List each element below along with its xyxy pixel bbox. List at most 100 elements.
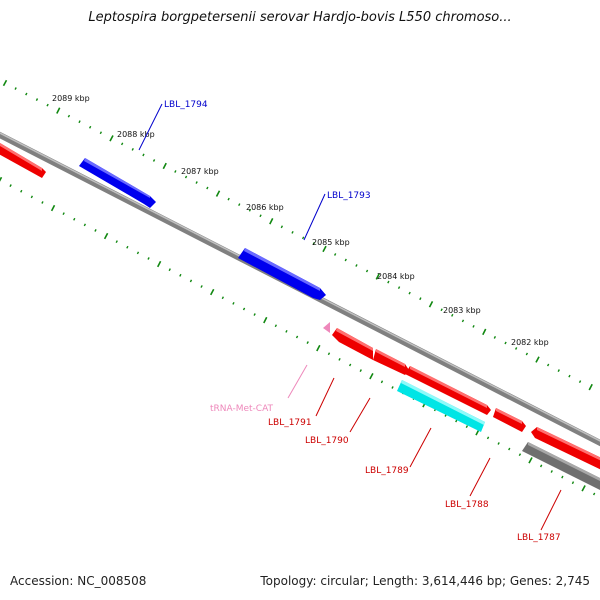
tick-mark xyxy=(365,269,369,273)
tick-mark xyxy=(568,374,571,378)
feature-lbl-1787[interactable] xyxy=(531,427,600,474)
tick-mark xyxy=(227,197,230,201)
label-trna-met-cat: tRNA-Met-CAT xyxy=(210,404,274,414)
feature-lbl-1791[interactable] xyxy=(332,328,373,360)
tick-mark xyxy=(232,301,235,305)
feature-trna-met-cat[interactable] xyxy=(323,322,330,333)
tick-mark xyxy=(316,344,321,352)
tick-mark xyxy=(486,436,490,440)
tick-mark xyxy=(242,307,246,311)
tick-mark xyxy=(103,232,109,240)
tick-mark xyxy=(391,386,394,389)
tick-mark xyxy=(179,273,182,277)
tick-mark xyxy=(312,241,316,245)
tick-mark xyxy=(546,363,550,367)
tick-mark xyxy=(285,329,288,333)
tick-mark xyxy=(539,464,543,468)
tick-mark xyxy=(20,189,23,193)
feature-lbl-1793[interactable] xyxy=(238,248,326,300)
tick-mark xyxy=(206,186,209,190)
feature-lbl-1790[interactable] xyxy=(373,349,409,375)
tick-mark xyxy=(280,225,284,229)
feature-cyan[interactable] xyxy=(397,380,485,432)
label-lbl-1794: LBL_1794 xyxy=(164,100,208,110)
tick-mark xyxy=(168,268,171,272)
tick-mark xyxy=(472,324,475,328)
tick-mark xyxy=(2,79,8,87)
tick-mark xyxy=(9,184,12,188)
tick-mark xyxy=(461,319,465,323)
feature-labels: LBL_1794 LBL_1793 tRNA-Met-CAT LBL_1791 … xyxy=(164,100,561,543)
tick-mark xyxy=(550,470,553,473)
tick-mark xyxy=(369,373,374,380)
tick-mark xyxy=(504,341,507,345)
tick-mark xyxy=(440,308,443,312)
map-title: Leptospira borgpetersenii serovar Hardjo… xyxy=(88,10,512,25)
tick-mark xyxy=(46,103,49,107)
label-lbl-1788: LBL_1788 xyxy=(445,500,489,510)
tick-mark xyxy=(306,341,309,344)
tick-mark xyxy=(561,475,564,479)
tick-mark xyxy=(387,280,390,284)
tick-mark xyxy=(184,175,188,179)
tick-mark xyxy=(215,190,221,197)
tick-mark xyxy=(578,380,582,384)
feature-grey[interactable] xyxy=(522,442,600,495)
tick-mark xyxy=(88,125,92,129)
tick-mark xyxy=(348,363,352,367)
tick-mark xyxy=(571,481,575,485)
feature-lbl-1794[interactable] xyxy=(79,158,156,208)
tick-mark xyxy=(120,142,124,146)
tick-mark xyxy=(73,217,76,221)
tick-mark xyxy=(14,87,17,90)
tick-mark xyxy=(557,369,560,373)
tick-mark xyxy=(451,313,454,317)
label-lbl-1787: LBL_1787 xyxy=(517,533,561,543)
tick-mark xyxy=(109,135,114,142)
label-lbl-1789: LBL_1789 xyxy=(365,466,409,476)
tick-mark xyxy=(174,170,177,173)
tick-mark xyxy=(35,98,39,102)
tick-mark xyxy=(0,176,3,182)
tick-mark xyxy=(295,335,299,339)
feature-lbl-1788[interactable] xyxy=(493,408,526,432)
tick-mark xyxy=(221,296,225,300)
tick-mark xyxy=(508,447,511,451)
tick-mark xyxy=(338,357,341,361)
feature-red-left[interactable] xyxy=(0,140,46,178)
tick-mark xyxy=(514,347,518,350)
kbp-label: 2082 kbp xyxy=(511,338,549,347)
tick-mark xyxy=(259,214,262,218)
kbp-label: 2083 kbp xyxy=(443,306,481,315)
tick-mark xyxy=(518,453,522,457)
tick-mark xyxy=(94,229,97,232)
tick-mark xyxy=(131,147,134,151)
tick-mark xyxy=(397,286,401,290)
tick-mark xyxy=(189,279,193,283)
tick-mark xyxy=(465,425,469,429)
tick-mark xyxy=(269,218,274,225)
kbp-label: 2087 kbp xyxy=(181,167,219,176)
kbp-label: 2085 kbp xyxy=(312,238,350,247)
feature-lbl-1789[interactable] xyxy=(405,366,491,415)
tick-mark xyxy=(62,212,65,216)
tick-mark xyxy=(78,120,81,124)
tick-mark xyxy=(30,195,34,199)
tick-mark xyxy=(115,240,118,244)
tick-mark xyxy=(497,442,500,445)
tick-mark xyxy=(147,257,150,260)
tick-mark xyxy=(50,204,56,212)
tick-mark xyxy=(408,291,411,295)
tick-mark xyxy=(156,260,162,268)
tick-mark xyxy=(322,245,327,253)
kbp-label: 2084 kbp xyxy=(377,272,415,281)
tick-mark xyxy=(525,352,529,356)
tick-mark xyxy=(209,288,215,296)
tick-mark xyxy=(375,273,380,280)
tick-mark xyxy=(41,201,44,204)
tick-mark xyxy=(355,264,358,267)
tick-mark xyxy=(455,419,458,423)
label-lbl-1793: LBL_1793 xyxy=(327,191,371,201)
tick-mark xyxy=(419,297,422,301)
